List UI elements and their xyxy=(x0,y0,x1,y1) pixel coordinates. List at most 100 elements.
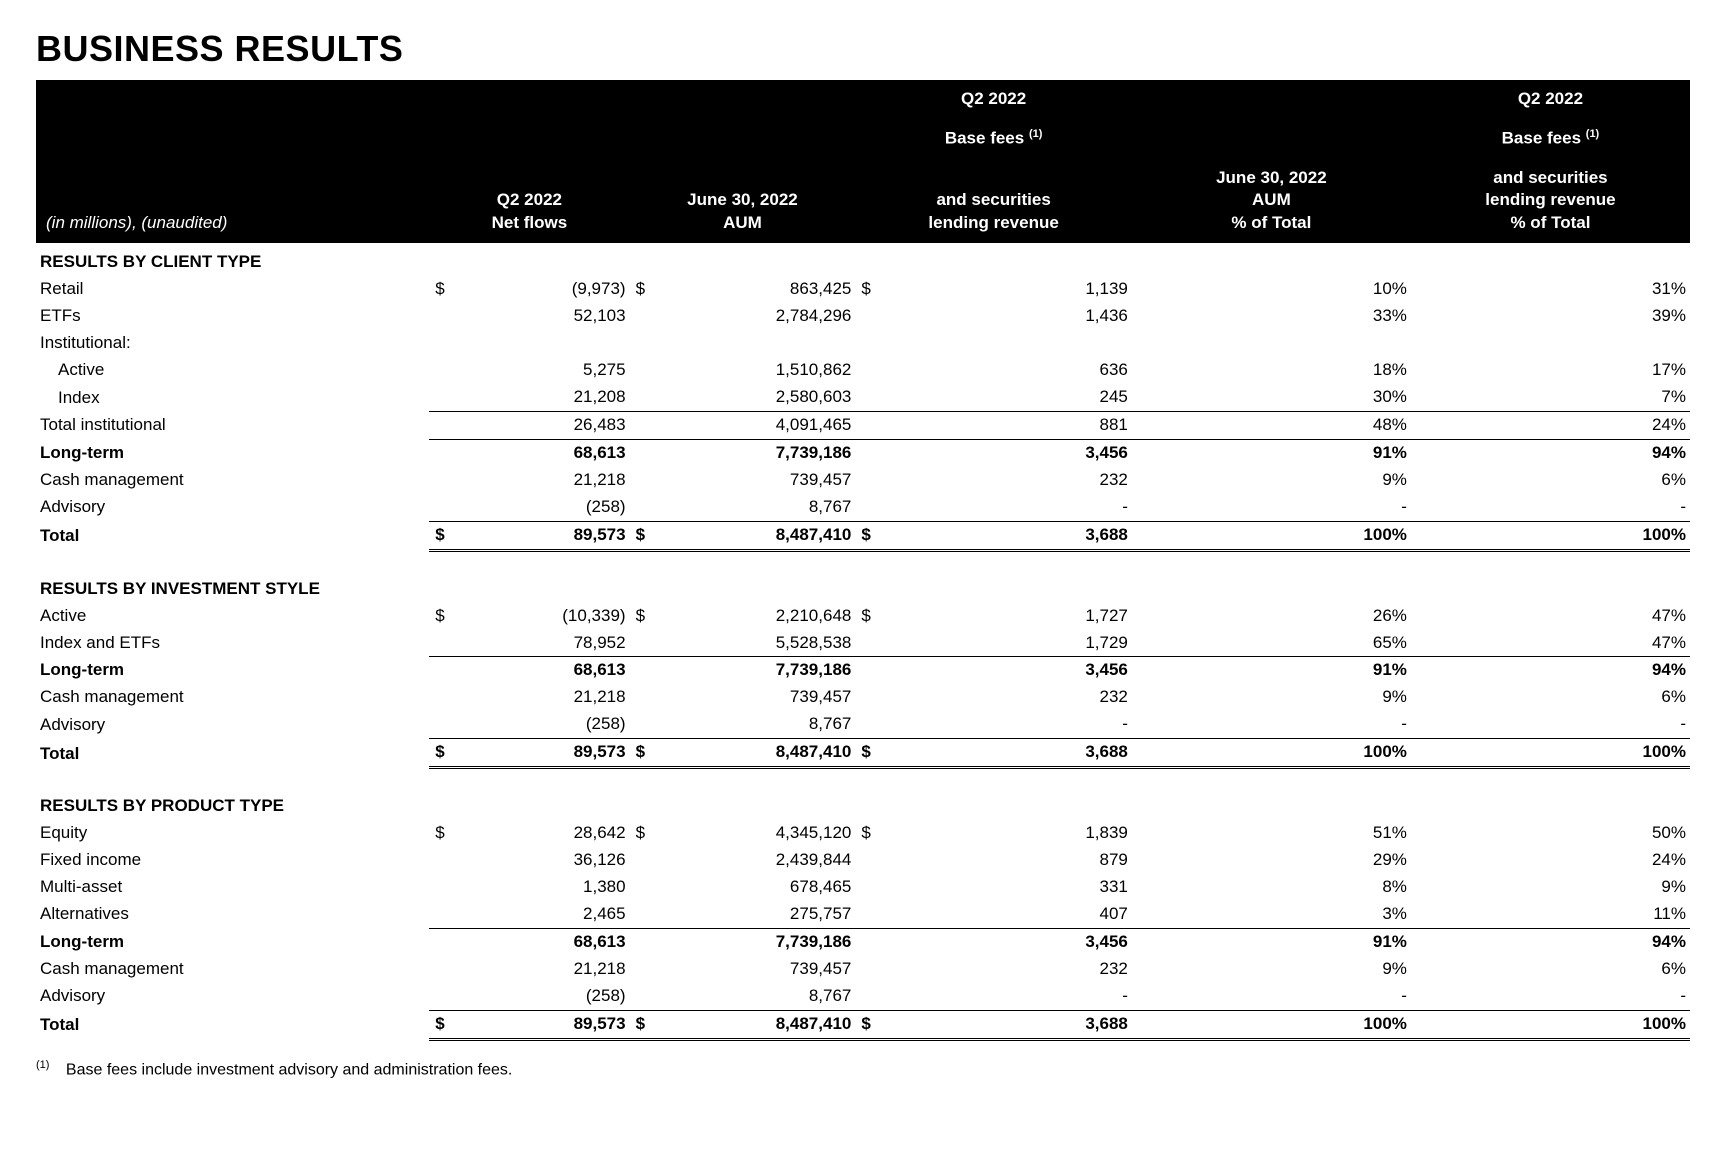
cell-basefees: 245 xyxy=(878,384,1132,411)
table-row: Index21,2082,580,60324530%7% xyxy=(36,384,1690,411)
currency-symbol xyxy=(630,847,653,874)
cell-netflows: 21,208 xyxy=(452,384,630,411)
cell-aum: 7,739,186 xyxy=(652,928,855,955)
currency-symbol xyxy=(855,439,878,466)
cell-aum: 739,457 xyxy=(652,956,855,983)
table-row: Total institutional26,4834,091,46588148%… xyxy=(36,411,1690,439)
currency-symbol xyxy=(630,657,653,684)
cell-netflows: 21,218 xyxy=(452,684,630,711)
currency-symbol xyxy=(630,439,653,466)
row-label: Active xyxy=(36,357,429,384)
table-row: Long-term68,6137,739,1863,45691%94% xyxy=(36,439,1690,466)
currency-symbol xyxy=(855,384,878,411)
cell-netflows: (258) xyxy=(452,711,630,738)
header-col-feespct-mid: Base fees (1) xyxy=(1411,119,1690,159)
currency-symbol xyxy=(630,384,653,411)
currency-symbol xyxy=(429,901,452,928)
cell-netflows: 89,573 xyxy=(452,1010,630,1039)
cell-fees-pct: - xyxy=(1411,983,1690,1010)
table-row: Equity$28,642$4,345,120$1,83951%50% xyxy=(36,820,1690,847)
cell-aum-pct: 91% xyxy=(1132,928,1411,955)
row-label: Advisory xyxy=(36,494,429,521)
cell-fees-pct: 24% xyxy=(1411,847,1690,874)
row-label: Equity xyxy=(36,820,429,847)
row-label: Long-term xyxy=(36,928,429,955)
currency-symbol: $ xyxy=(855,1010,878,1039)
cell-aum-pct: 100% xyxy=(1132,1010,1411,1039)
row-label: Active xyxy=(36,603,429,630)
currency-symbol xyxy=(429,357,452,384)
header-col-basefees-mid: Base fees (1) xyxy=(855,119,1132,159)
currency-symbol xyxy=(855,330,878,357)
cell-aum xyxy=(652,330,855,357)
cell-fees-pct: 17% xyxy=(1411,357,1690,384)
table-row: Index and ETFs78,9525,528,5381,72965%47% xyxy=(36,630,1690,657)
currency-symbol xyxy=(429,630,452,657)
cell-basefees: 879 xyxy=(878,847,1132,874)
cell-basefees: 232 xyxy=(878,467,1132,494)
row-label: Cash management xyxy=(36,684,429,711)
row-label: Multi-asset xyxy=(36,874,429,901)
cell-aum-pct: 18% xyxy=(1132,357,1411,384)
cell-fees-pct: 100% xyxy=(1411,1010,1690,1039)
currency-symbol xyxy=(855,847,878,874)
table-row: Alternatives2,465275,7574073%11% xyxy=(36,901,1690,928)
section-header: RESULTS BY INVESTMENT STYLE xyxy=(36,570,1690,603)
cell-aum: 8,767 xyxy=(652,494,855,521)
cell-netflows: (258) xyxy=(452,983,630,1010)
cell-netflows: 68,613 xyxy=(452,439,630,466)
cell-netflows: 36,126 xyxy=(452,847,630,874)
cell-basefees: 232 xyxy=(878,956,1132,983)
currency-symbol xyxy=(630,874,653,901)
header-col-netflows: Q2 2022Net flows xyxy=(429,80,629,243)
cell-aum-pct: 9% xyxy=(1132,684,1411,711)
currency-symbol xyxy=(429,657,452,684)
cell-basefees: 3,456 xyxy=(878,928,1132,955)
cell-basefees: 3,456 xyxy=(878,439,1132,466)
cell-basefees: 3,688 xyxy=(878,1010,1132,1039)
cell-fees-pct: - xyxy=(1411,711,1690,738)
currency-symbol: $ xyxy=(630,1010,653,1039)
cell-fees-pct: 6% xyxy=(1411,956,1690,983)
header-col-aumpct: June 30, 2022AUM% of Total xyxy=(1132,80,1411,243)
currency-symbol: $ xyxy=(429,1010,452,1039)
currency-symbol xyxy=(630,494,653,521)
cell-fees-pct: 94% xyxy=(1411,657,1690,684)
cell-basefees: 331 xyxy=(878,874,1132,901)
row-label: Advisory xyxy=(36,983,429,1010)
cell-fees-pct xyxy=(1411,330,1690,357)
header-unit-note: (in millions), (unaudited) xyxy=(36,80,429,243)
currency-symbol xyxy=(429,330,452,357)
cell-basefees: - xyxy=(878,983,1132,1010)
cell-fees-pct: 9% xyxy=(1411,874,1690,901)
currency-symbol xyxy=(630,983,653,1010)
currency-symbol: $ xyxy=(429,603,452,630)
row-label: Retail xyxy=(36,276,429,303)
currency-symbol xyxy=(630,303,653,330)
currency-symbol: $ xyxy=(429,820,452,847)
row-label: Total xyxy=(36,521,429,550)
cell-basefees: 3,688 xyxy=(878,521,1132,550)
section-title: RESULTS BY INVESTMENT STYLE xyxy=(36,570,1690,603)
cell-aum: 2,210,648 xyxy=(652,603,855,630)
header-col-basefees-top: Q2 2022 xyxy=(855,80,1132,119)
header-col-feespct-top: Q2 2022 xyxy=(1411,80,1690,119)
cell-fees-pct: 94% xyxy=(1411,928,1690,955)
cell-fees-pct: 7% xyxy=(1411,384,1690,411)
cell-netflows: 68,613 xyxy=(452,657,630,684)
cell-aum: 739,457 xyxy=(652,684,855,711)
cell-basefees: 881 xyxy=(878,411,1132,439)
table-row: Advisory(258)8,767--- xyxy=(36,494,1690,521)
cell-aum: 739,457 xyxy=(652,467,855,494)
cell-netflows: 5,275 xyxy=(452,357,630,384)
currency-symbol: $ xyxy=(429,276,452,303)
cell-aum-pct: 3% xyxy=(1132,901,1411,928)
currency-symbol: $ xyxy=(630,820,653,847)
currency-symbol xyxy=(429,983,452,1010)
cell-aum-pct: 100% xyxy=(1132,521,1411,550)
row-label: Cash management xyxy=(36,956,429,983)
cell-fees-pct: 11% xyxy=(1411,901,1690,928)
table-row: Fixed income36,1262,439,84487929%24% xyxy=(36,847,1690,874)
cell-aum: 678,465 xyxy=(652,874,855,901)
currency-symbol xyxy=(630,467,653,494)
